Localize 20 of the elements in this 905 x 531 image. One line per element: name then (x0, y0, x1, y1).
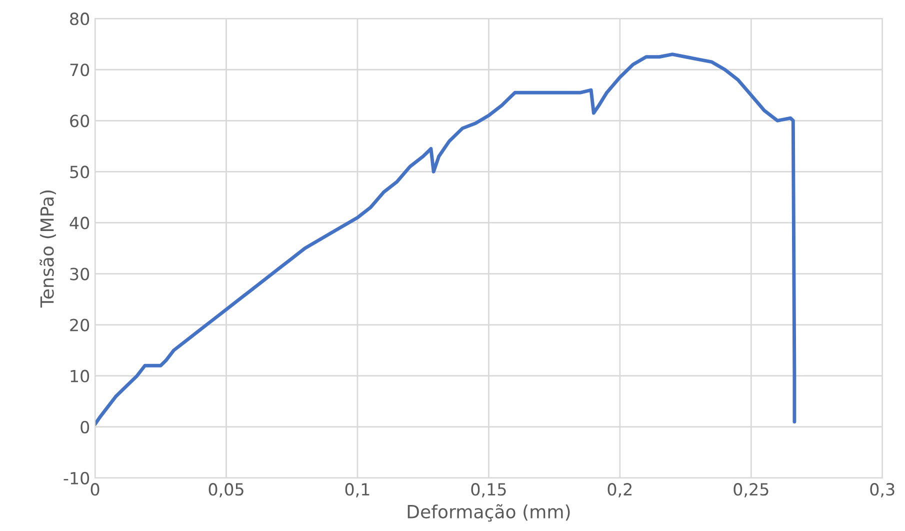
line-series (95, 52, 796, 426)
y-tick-label: -10 (64, 472, 90, 484)
y-tick-label: 0 (80, 420, 90, 434)
y-tick-label: 20 (70, 318, 90, 332)
x-tick-label: 0 (90, 483, 100, 496)
y-tick-label: 80 (70, 12, 90, 26)
y-tick-label: 70 (70, 64, 90, 76)
y-tick-label: 50 (70, 166, 90, 178)
y-axis-title: Tensão (MPa) (40, 190, 56, 308)
y-tick-label: 40 (70, 216, 90, 230)
x-tick-label: 0,3 (870, 483, 894, 498)
y-tick-label: 30 (70, 268, 90, 280)
x-tick-label: 0,2 (608, 483, 632, 498)
x-tick-label: 0,1 (345, 483, 370, 498)
x-tick-label: 0,15 (471, 483, 506, 498)
x-tick-label: 0,05 (208, 483, 244, 498)
x-axis-title: Deformação (mm) (408, 504, 570, 522)
y-tick-label: 10 (70, 370, 90, 382)
y-tick-label: 60 (70, 114, 90, 128)
x-tick-label: 0,25 (734, 483, 768, 498)
